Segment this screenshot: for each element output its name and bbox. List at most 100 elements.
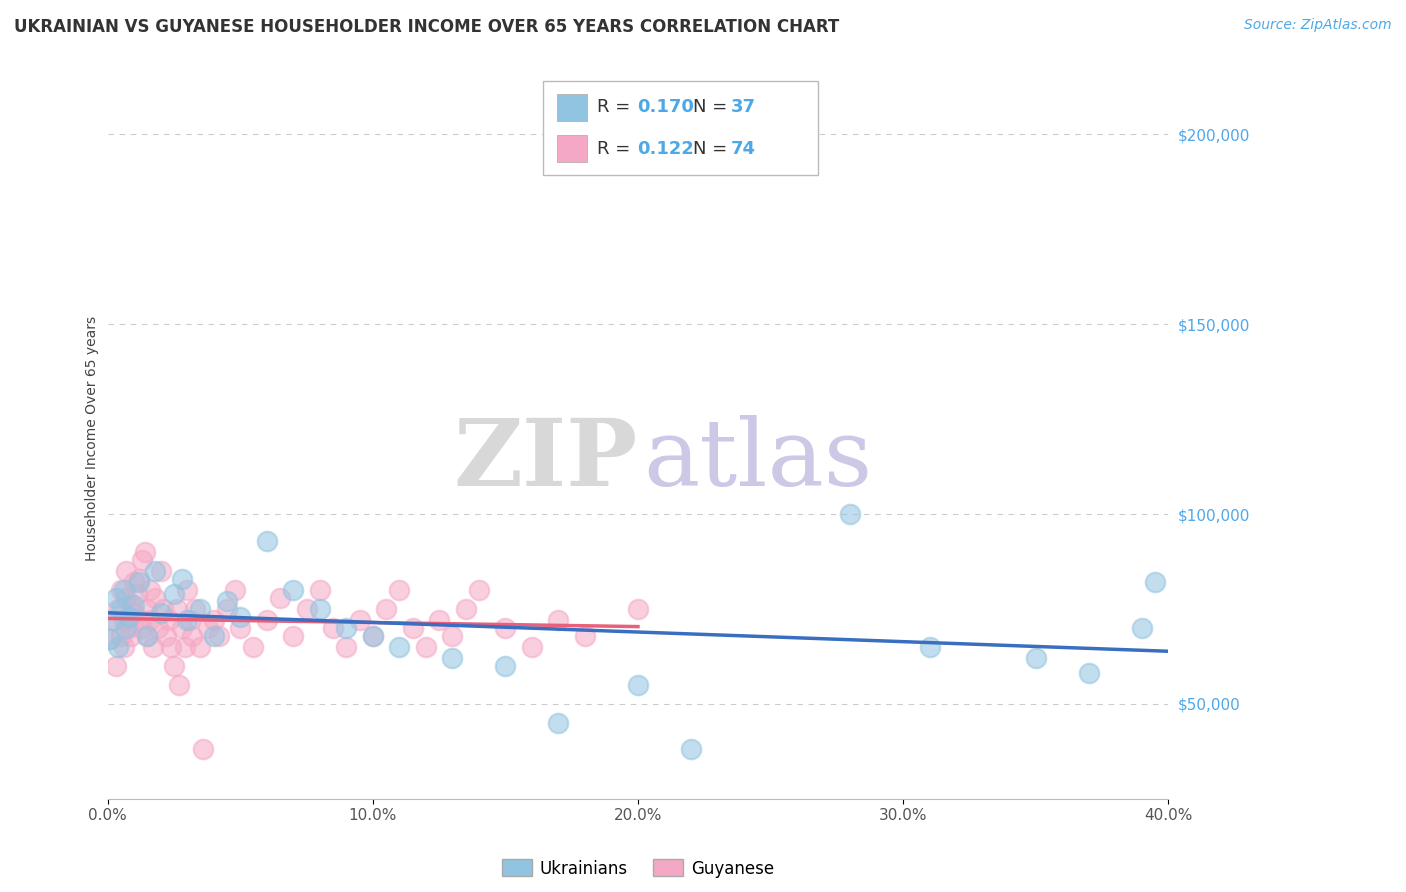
Point [427,613,450,627]
Text: 37: 37 [731,98,756,116]
Point [101,613,124,627]
Text: 0.122: 0.122 [637,139,693,158]
Point [401,621,423,635]
Point [361,628,384,642]
Point [190,602,212,616]
Text: N =: N = [693,98,733,116]
Point [197,621,219,635]
Point [181,628,204,642]
Point [131,552,153,566]
Point [627,602,650,616]
Point [110,628,132,642]
Point [349,613,371,627]
Point [170,572,193,586]
Point [121,598,143,612]
Point [115,621,138,635]
Point [157,613,180,627]
Point [256,613,278,627]
Point [184,602,207,616]
Point [335,640,357,654]
Point [335,621,357,635]
Point [215,602,238,616]
Point [202,628,225,642]
Point [229,621,252,635]
Point [160,640,183,654]
Point [494,621,516,635]
Point [98,632,121,647]
Point [136,628,159,642]
Point [574,628,596,642]
Point [224,582,246,597]
Point [118,609,141,624]
Point [170,621,193,635]
Point [375,602,398,616]
Point [142,640,165,654]
Point [269,591,291,605]
Point [128,613,150,627]
Point [122,606,145,620]
Point [283,582,305,597]
Point [361,628,384,642]
Point [179,613,201,627]
Point [163,659,186,673]
Point [173,640,195,654]
Point [1077,666,1099,681]
Point [167,678,190,692]
Point [441,628,464,642]
Point [152,602,174,616]
Text: 74: 74 [731,139,756,158]
Point [295,602,318,616]
Text: R =: R = [598,98,637,116]
Point [322,621,344,635]
Point [547,613,569,627]
Point [229,609,252,624]
Point [208,628,231,642]
Point [454,602,477,616]
Point [627,678,650,692]
Point [112,582,135,597]
Point [101,613,124,627]
Y-axis label: Householder Income Over 65 years: Householder Income Over 65 years [86,316,100,561]
Point [134,545,156,559]
Point [149,606,172,620]
Point [131,621,153,635]
Point [176,613,198,627]
Text: Source: ZipAtlas.com: Source: ZipAtlas.com [1244,18,1392,32]
Text: atlas: atlas [644,415,873,505]
Text: 0.170: 0.170 [637,98,693,116]
Point [98,632,121,647]
Point [441,651,464,665]
Point [110,602,132,616]
Point [839,507,862,521]
Point [1130,621,1153,635]
Point [139,613,162,627]
Point [118,621,141,635]
Point [115,564,138,578]
Point [256,533,278,548]
Point [1144,575,1167,590]
Point [104,591,127,605]
Point [308,582,330,597]
Point [128,575,150,590]
Point [202,613,225,627]
Point [110,582,132,597]
Point [145,591,167,605]
Point [115,591,138,605]
Point [242,640,264,654]
Point [104,659,127,673]
Point [308,602,330,616]
Point [547,715,569,730]
Point [107,640,129,654]
Point [112,613,135,627]
Point [176,582,198,597]
Point [139,582,162,597]
Point [415,640,437,654]
Point [145,564,167,578]
Point [125,587,148,601]
Point [163,587,186,601]
Point [107,602,129,616]
Point [918,640,941,654]
Point [122,575,145,590]
Point [118,609,141,624]
Point [121,628,143,642]
